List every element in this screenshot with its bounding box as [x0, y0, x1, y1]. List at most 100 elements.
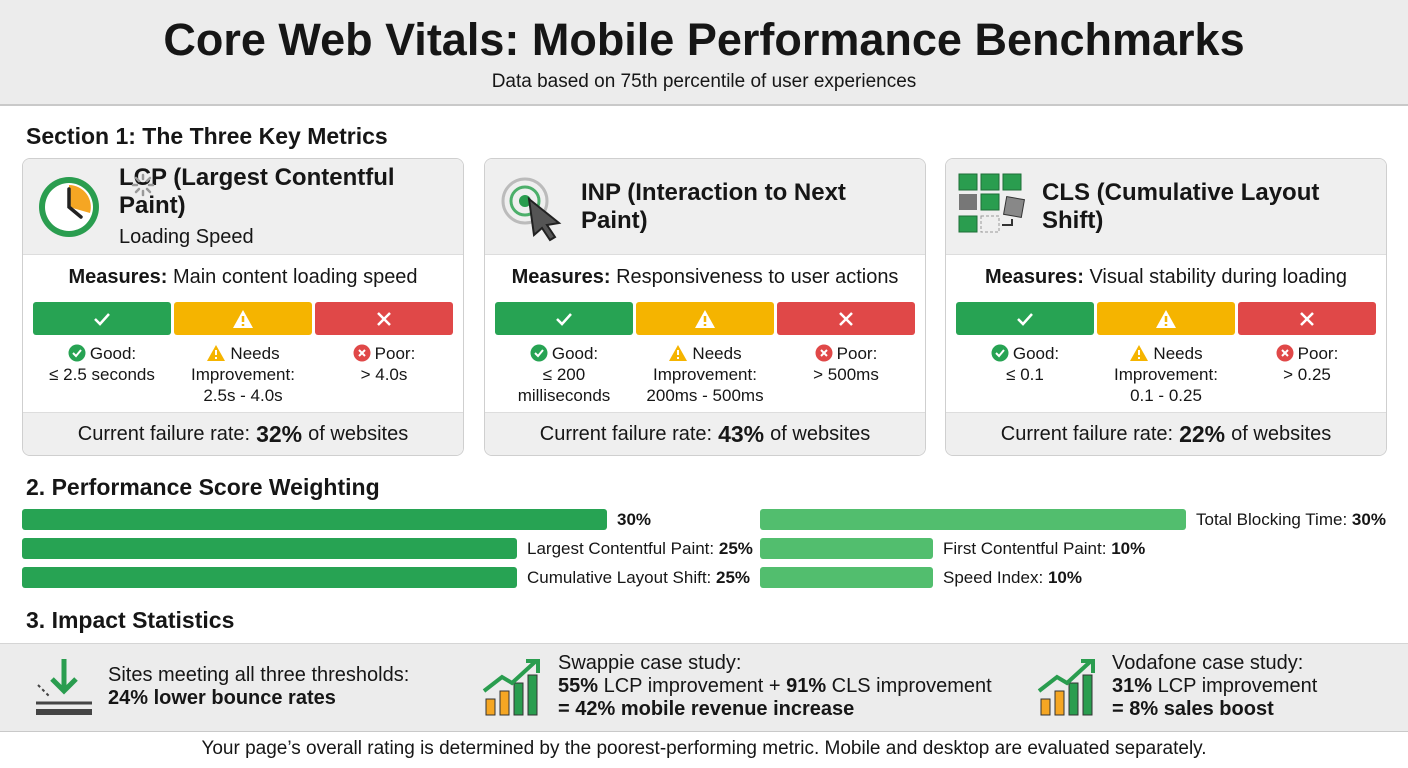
- card-header: INP (Interaction to Next Paint): [485, 159, 925, 255]
- icon: [556, 312, 572, 326]
- weight-bar: [760, 509, 1186, 530]
- impact-icon: [480, 655, 544, 724]
- card-subtitle: Loading Speed: [119, 226, 254, 248]
- impact-title: Sites meeting all three thresholds:: [108, 663, 410, 686]
- impact-text: = 8% sales boost: [1112, 698, 1274, 720]
- rating-item: Good: ≤ 200 milliseconds: [495, 343, 633, 406]
- icon: [36, 659, 92, 715]
- impact-text: = 42% mobile revenue increase: [558, 698, 855, 720]
- rating-label-row: Good:: [956, 343, 1094, 364]
- rating-item: Poor: > 4.0s: [315, 343, 453, 406]
- weight-bar: [760, 567, 933, 588]
- metric-card: CLS (Cumulative Layout Shift) Measures: V…: [945, 158, 1387, 456]
- icon: [991, 344, 1009, 362]
- impact-line: 31% LCP improvement: [1112, 675, 1317, 698]
- icon: [815, 344, 833, 362]
- weight-name: Cumulative Layout Shift:: [527, 568, 712, 587]
- failure-label: Current failure rate:: [1000, 422, 1174, 445]
- weight-bar: [760, 538, 933, 559]
- weight-label: Total Blocking Time: 30%: [1196, 509, 1386, 530]
- icon: [1130, 345, 1149, 361]
- failure-rate: Current failure rate: 32% of websites: [23, 412, 463, 455]
- icon: [131, 173, 155, 197]
- weight-name: First Contentful Paint:: [943, 539, 1107, 558]
- rating-item: Good: ≤ 2.5 seconds: [33, 343, 171, 406]
- rating-legend: Good: ≤ 200 milliseconds Needs Improvement…: [495, 343, 915, 406]
- rating-label: Needs Improvement:: [653, 344, 757, 384]
- icon: [1037, 659, 1095, 716]
- card-title: INP (Interaction to Next Paint): [581, 178, 846, 234]
- failure-value: 43%: [718, 420, 765, 447]
- impact-text: 31%: [1112, 675, 1153, 697]
- rating-label: Good:: [1012, 344, 1060, 363]
- weight-value: 30%: [617, 510, 652, 529]
- impact-text: 55%: [558, 675, 599, 697]
- impact-line: = 42% mobile revenue increase: [558, 698, 992, 721]
- section-heading: 2. Performance Score Weighting: [26, 474, 380, 500]
- icon: [530, 344, 548, 362]
- title: Core Web Vitals: Mobile Performance Benc…: [163, 14, 1245, 65]
- failure-suffix: of websites: [308, 422, 409, 445]
- weight-bar: [22, 538, 517, 559]
- weight-value: 25%: [718, 539, 753, 558]
- rating-segment: [956, 302, 1094, 335]
- rating-range: > 4.0s: [360, 365, 408, 384]
- impact-icon: [32, 655, 96, 724]
- impact-item: Vodafone case study: 31% LCP improvement =…: [1112, 643, 1317, 730]
- rating-label-row: Poor:: [1238, 343, 1376, 364]
- rating-segment: [174, 302, 312, 335]
- rating-segment: [33, 302, 171, 335]
- rating-segment: [636, 302, 774, 335]
- rating-bar: [33, 302, 453, 335]
- section-heading: 3. Impact Statistics: [26, 607, 235, 633]
- rating-label-row: Needs Improvement:: [174, 343, 312, 385]
- icon: [39, 177, 99, 237]
- rating-label-row: Poor:: [315, 343, 453, 364]
- rating-segment: [315, 302, 453, 335]
- failure-label: Current failure rate:: [539, 422, 713, 445]
- rating-label-row: Needs Improvement:: [636, 343, 774, 385]
- rating-range: 0.1 - 0.25: [1130, 386, 1202, 405]
- measures-text: Responsiveness to user actions: [616, 266, 899, 288]
- icon: [1276, 344, 1294, 362]
- weight-bar: [22, 509, 607, 530]
- failure-suffix: of websites: [1231, 422, 1332, 445]
- icon: [1156, 309, 1176, 328]
- rating-item: Good: ≤ 0.1: [956, 343, 1094, 406]
- rating-legend: Good: ≤ 0.1 Needs Improvement: 0.1 - 0.25 Po…: [956, 343, 1376, 406]
- weight-label: Cumulative Layout Shift: 25%: [527, 567, 750, 588]
- icon: [1017, 312, 1033, 326]
- failure-suffix: of websites: [770, 422, 871, 445]
- impact-line: 55% LCP improvement + 91% CLS improvemen…: [558, 675, 992, 698]
- rating-label: Good:: [551, 344, 599, 363]
- weight-label: 30%: [617, 509, 651, 530]
- rating-range: 2.5s - 4.0s: [203, 386, 283, 405]
- measures-label: Measures:: [68, 266, 168, 288]
- rating-range: > 0.25: [1283, 365, 1331, 384]
- impact-text: 91%: [786, 675, 827, 697]
- rating-range: ≤ 200 milliseconds: [517, 365, 611, 405]
- weight-label: Speed Index: 10%: [943, 567, 1082, 588]
- icon: [353, 344, 371, 362]
- weight-label: First Contentful Paint: 10%: [943, 538, 1145, 559]
- header: [0, 0, 1408, 106]
- weight-value: 10%: [1047, 568, 1082, 587]
- icon: [68, 344, 86, 362]
- card-title: CLS (Cumulative Layout Shift): [1042, 178, 1320, 234]
- subtitle: Data based on 75th percentile of user ex…: [491, 71, 917, 92]
- weight-name: Speed Index:: [943, 568, 1044, 587]
- rating-legend: Good: ≤ 2.5 seconds Needs Improvement: 2.5s…: [33, 343, 453, 406]
- measures: Measures: Main content loading speed: [23, 266, 463, 289]
- rating-range: 200ms - 500ms: [646, 386, 764, 405]
- rating-item: Needs Improvement: 2.5s - 4.0s: [174, 343, 312, 406]
- rating-segment: [777, 302, 915, 335]
- metric-card: LCP (Largest Contentful Paint) Loading Sp…: [22, 158, 464, 456]
- rating-segment: [495, 302, 633, 335]
- footer-note: Your page’s overall rating is determined…: [201, 738, 1207, 759]
- rating-label: Needs Improvement:: [1114, 344, 1218, 384]
- rating-bar: [495, 302, 915, 335]
- icon: [482, 659, 540, 716]
- measures-text: Visual stability during loading: [1089, 266, 1348, 288]
- rating-label: Poor:: [1297, 344, 1339, 363]
